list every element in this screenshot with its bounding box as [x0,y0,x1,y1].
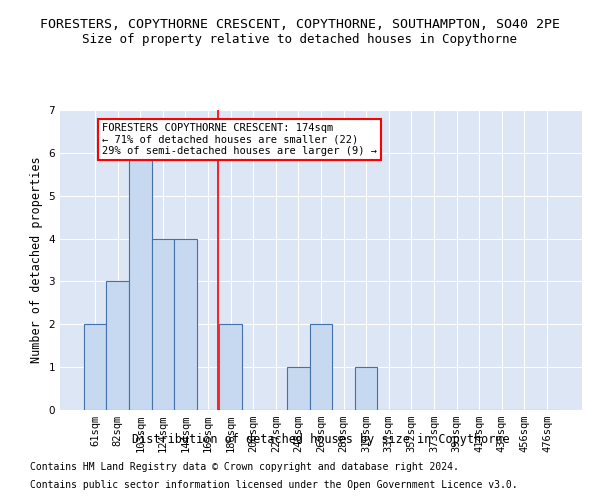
Bar [287,367,310,410]
Bar [129,153,152,410]
Bar [355,367,377,410]
Y-axis label: Number of detached properties: Number of detached properties [30,156,43,364]
Bar [106,282,129,410]
Bar [310,324,332,410]
Text: FORESTERS COPYTHORNE CRESCENT: 174sqm
← 71% of detached houses are smaller (22)
: FORESTERS COPYTHORNE CRESCENT: 174sqm ← … [102,123,377,156]
Text: Distribution of detached houses by size in Copythorne: Distribution of detached houses by size … [132,432,510,446]
Text: Size of property relative to detached houses in Copythorne: Size of property relative to detached ho… [83,32,517,46]
Bar [152,238,174,410]
Text: FORESTERS, COPYTHORNE CRESCENT, COPYTHORNE, SOUTHAMPTON, SO40 2PE: FORESTERS, COPYTHORNE CRESCENT, COPYTHOR… [40,18,560,30]
Text: Contains public sector information licensed under the Open Government Licence v3: Contains public sector information licen… [30,480,518,490]
Bar [84,324,106,410]
Text: Contains HM Land Registry data © Crown copyright and database right 2024.: Contains HM Land Registry data © Crown c… [30,462,459,472]
Bar [174,238,197,410]
Bar [220,324,242,410]
